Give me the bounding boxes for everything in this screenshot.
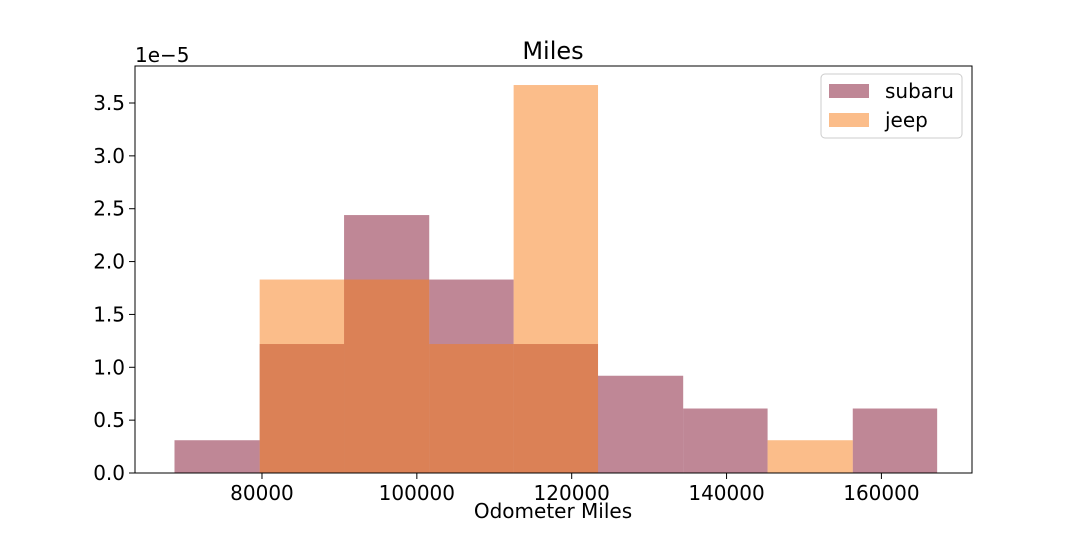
bar-jeep-bin-3 [429,344,514,473]
y-tick-label: 2.0 [93,250,125,274]
y-tick-label: 0.5 [93,408,125,432]
y-tick-label: 2.5 [93,197,125,221]
y-offset-label: 1e−5 [135,43,190,67]
y-axis: 0.0 0.5 1.0 1.5 2.0 2.5 3.0 3.5 [93,91,135,485]
x-tick-label: 80000 [230,481,294,505]
legend-label-jeep: jeep [884,108,928,132]
bar-subaru-bin-8 [852,408,938,473]
bar-jeep-bin-7 [767,440,853,473]
bar-jeep-bin-4 [513,85,599,474]
bar-subaru-bin-5 [598,375,684,473]
x-tick-label: 100000 [379,481,455,505]
x-axis-label: Odometer Miles [474,499,632,523]
bar-subaru-bin-6 [683,408,768,473]
bar-jeep-bin-2 [344,279,430,473]
legend: subaru jeep [820,73,963,139]
y-tick-label: 3.5 [93,91,125,115]
bar-jeep-bin-1 [259,279,345,473]
y-tick-label: 1.5 [93,302,125,326]
y-tick-label: 1.0 [93,355,125,379]
x-axis: 80000 100000 120000 140000 160000 [230,473,920,505]
x-tick-label: 140000 [688,481,764,505]
bar-subaru-bin-0 [174,440,260,473]
y-tick-label: 3.0 [93,144,125,168]
legend-label-subaru: subaru [885,79,954,103]
chart-title: Miles [522,37,583,65]
plot-frame [134,65,973,474]
x-tick-label: 160000 [843,481,919,505]
legend-swatch-jeep [829,113,869,127]
x-tick-label: 120000 [534,481,610,505]
y-tick-label: 0.0 [93,461,125,485]
bars-layer [174,85,938,474]
legend-swatch-subaru [829,84,869,98]
